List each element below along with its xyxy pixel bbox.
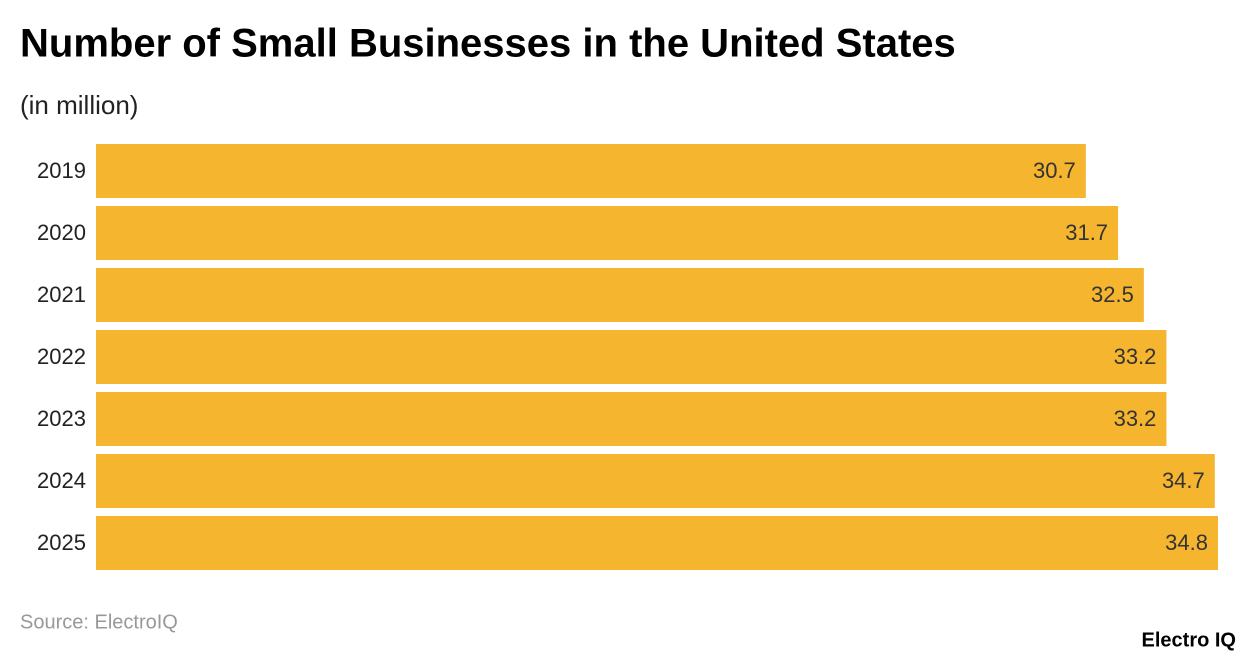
y-tick-label: 2024 (37, 468, 86, 493)
bar (96, 268, 1144, 322)
chart-title: Number of Small Businesses in the United… (20, 22, 956, 66)
chart-subtitle: (in million) (20, 90, 138, 120)
bar (96, 454, 1215, 508)
value-label: 34.8 (1165, 530, 1208, 555)
y-tick-label: 2023 (37, 406, 86, 431)
bar (96, 392, 1167, 446)
value-label: 32.5 (1091, 282, 1134, 307)
bar (96, 206, 1119, 260)
source: Source: ElectroIQ (20, 611, 178, 633)
value-label: 34.7 (1162, 468, 1205, 493)
bar (96, 516, 1218, 570)
brand: Electro IQ (1142, 629, 1236, 651)
value-label: 33.2 (1114, 406, 1157, 431)
value-label: 33.2 (1114, 344, 1157, 369)
y-tick-label: 2025 (37, 530, 86, 555)
y-tick-label: 2022 (37, 344, 86, 369)
bar (96, 144, 1086, 198)
bar (96, 330, 1167, 384)
y-tick-label: 2021 (37, 282, 86, 307)
y-tick-label: 2019 (37, 158, 86, 183)
value-label: 30.7 (1033, 158, 1076, 183)
value-label: 31.7 (1065, 220, 1108, 245)
y-tick-label: 2020 (37, 220, 86, 245)
